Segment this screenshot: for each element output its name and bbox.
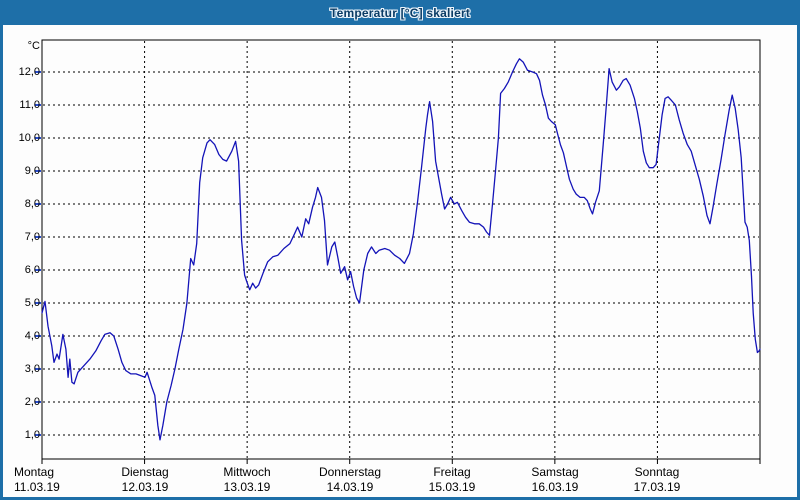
day-name: Donnerstag [318,465,382,479]
y-tick-label-1: 1,0 [24,429,40,441]
chart-title: Temperatur [°C] skaliert [329,5,471,20]
x-axis-day-label-sonntag: Sonntag 17.03.19 [605,464,709,495]
y-tick-label-12: 12,0 [18,66,40,78]
y-tick-label-9: 9,0 [24,165,40,177]
day-name: Dienstag [121,465,169,479]
y-tick-label-2: 2,0 [24,396,40,408]
y-tick-label-4: 4,0 [24,330,40,342]
y-tick-label-8: 8,0 [24,198,40,210]
day-name: Sonntag [634,465,680,479]
day-name: Mittwoch [223,465,271,479]
day-name: Montag [14,465,55,479]
y-tick-label-3: 3,0 [24,363,40,375]
y-axis-unit-label: °C [27,40,40,52]
x-axis-day-label-mittwoch: Mittwoch 13.03.19 [195,464,299,495]
day-date: 12.03.19 [121,480,169,494]
x-axis-day-label-samstag: Samstag 16.03.19 [503,464,607,495]
y-tick-label-5: 5,0 [24,297,40,309]
day-date: 16.03.19 [531,480,579,494]
day-name: Samstag [531,465,579,479]
y-tick-label-6: 6,0 [24,264,40,276]
x-axis-day-label-montag: Montag 11.03.19 [14,464,118,495]
day-name: Freitag [433,465,471,479]
title-bar[interactable]: Temperatur [°C] skaliert [0,0,800,25]
y-tick-label-11: 11,0 [19,99,40,111]
day-date: 15.03.19 [428,480,476,494]
day-date: 13.03.19 [223,480,271,494]
day-date: 17.03.19 [633,480,681,494]
day-date: 11.03.19 [14,480,60,494]
y-tick-label-10: 10,0 [18,132,40,144]
x-axis-day-label-donnerstag: Donnerstag 14.03.19 [298,464,402,495]
day-date: 14.03.19 [326,480,374,494]
x-axis-day-label-dienstag: Dienstag 12.03.19 [93,464,197,495]
y-tick-label-7: 7,0 [24,231,40,243]
x-axis-day-label-freitag: Freitag 15.03.19 [400,464,504,495]
